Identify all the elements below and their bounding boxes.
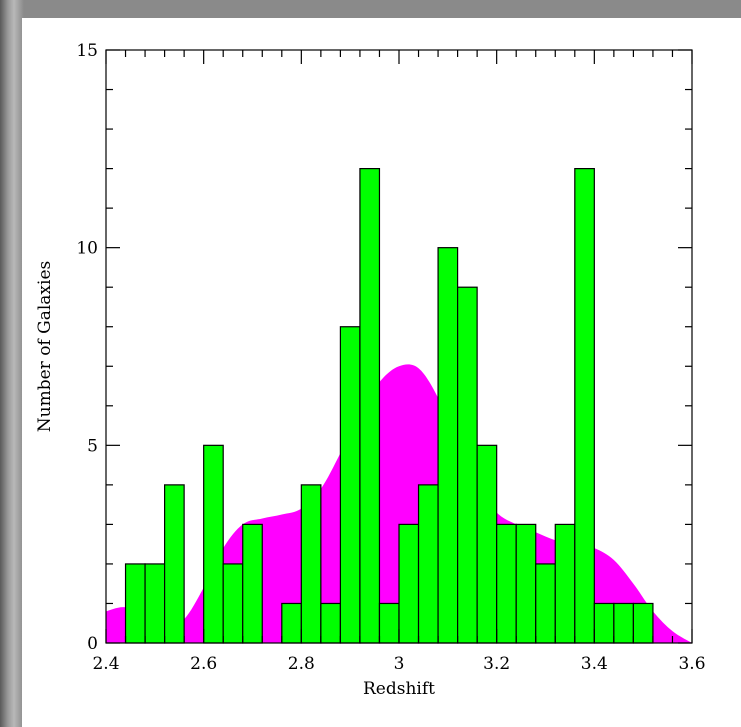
histogram-bar — [222, 563, 244, 644]
histogram-bar — [124, 563, 146, 644]
y-tick-label: 0 — [87, 634, 98, 654]
histogram-bar — [164, 484, 185, 644]
chart-frame: 2.4 2.6 2.8 3 3.2 3.4 3.6 0 5 10 15 Redshift Numb… — [22, 18, 741, 727]
histogram-bars — [124, 168, 654, 644]
x-axis-label: Redshift — [363, 679, 435, 699]
histogram-chart: 2.4 2.6 2.8 3 3.2 3.4 3.6 0 5 10 15 Redshift Numb… — [35, 41, 706, 699]
histogram-bar — [535, 563, 556, 644]
histogram-bar — [554, 523, 576, 644]
histogram-bar — [144, 563, 166, 644]
y-tick-labels: 0 5 10 15 — [76, 41, 98, 654]
histogram-bar — [242, 523, 263, 644]
histogram-bar — [300, 484, 322, 644]
x-tick-label: 3.2 — [483, 654, 510, 674]
histogram-bar — [593, 602, 615, 644]
y-axis-label: Number of Galaxies — [35, 261, 55, 432]
histogram-bar — [496, 523, 517, 644]
histogram-bar — [378, 602, 400, 644]
x-tick-label: 3.4 — [581, 654, 608, 674]
x-tick-label: 2.8 — [288, 654, 315, 674]
histogram-bar — [339, 326, 361, 644]
histogram-bar — [417, 484, 439, 644]
x-tick-label: 2.4 — [92, 654, 119, 674]
x-tick-label: 3 — [394, 654, 405, 674]
axis-ticks — [105, 49, 693, 644]
histogram-bar — [398, 523, 420, 644]
histogram-bar — [359, 168, 381, 644]
x-tick-label: 3.6 — [678, 654, 705, 674]
histogram-bar — [437, 247, 459, 644]
y-tick-label: 5 — [87, 436, 98, 456]
histogram-bar — [457, 286, 478, 644]
histogram-bar — [203, 444, 224, 644]
x-tick-labels: 2.4 2.6 2.8 3 3.2 3.4 3.6 — [92, 654, 705, 674]
histogram-bar — [613, 602, 634, 644]
y-tick-label: 15 — [76, 41, 98, 61]
histogram-bar — [476, 444, 498, 644]
histogram-bar — [320, 602, 342, 644]
histogram-bar — [632, 602, 654, 644]
histogram-bar — [515, 523, 537, 644]
histogram-bar — [574, 168, 595, 644]
x-tick-label: 2.6 — [190, 654, 217, 674]
histogram-bar — [281, 602, 302, 644]
y-tick-label: 10 — [76, 239, 98, 259]
